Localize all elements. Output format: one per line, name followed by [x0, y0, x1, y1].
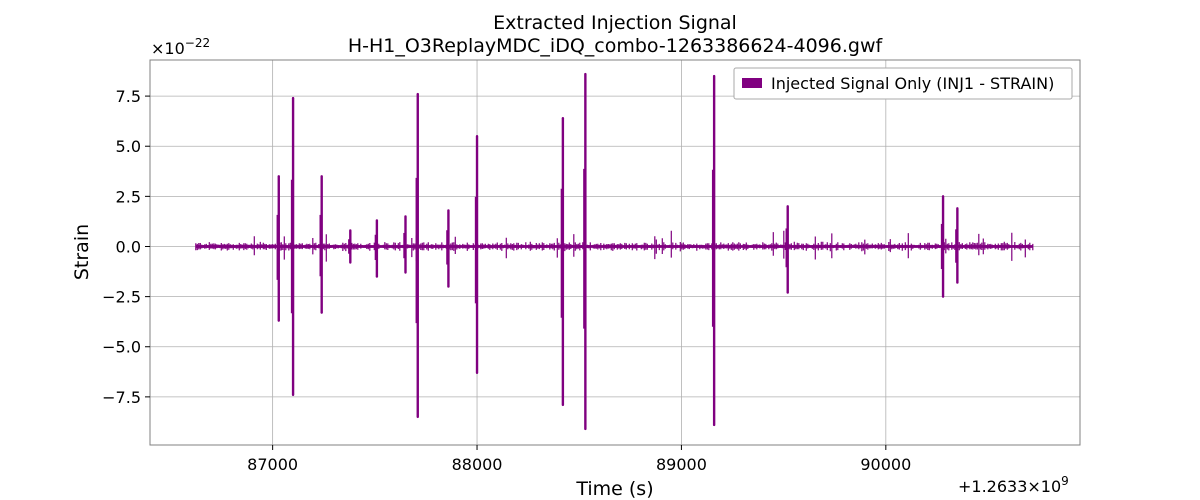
- legend-box: [733, 67, 1073, 100]
- x-tick-label: 90000: [860, 455, 911, 474]
- y-tick-label: 5.0: [116, 137, 141, 156]
- y-tick-label: 7.5: [116, 87, 141, 106]
- x-tick-label: 87000: [247, 455, 298, 474]
- legend-entry-label: Injected Signal Only (INJ1 - STRAIN): [771, 74, 1054, 93]
- x-axis-ticks: 87000 88000 89000 90000: [247, 445, 911, 474]
- plot-frame: [149, 59, 1081, 446]
- x-axis-label: Time (s): [575, 478, 653, 500]
- y-scale-base: ×10: [151, 39, 185, 58]
- y-tick-label: −5.0: [102, 338, 141, 357]
- y-tick-label: −2.5: [102, 288, 141, 307]
- signal-noise-trace: [195, 230, 1034, 262]
- plot-area: [149, 59, 1081, 446]
- y-tick-label: −7.5: [102, 388, 141, 407]
- chart-title: Extracted Injection Signal: [493, 12, 737, 34]
- y-tick-label: 0.0: [116, 237, 141, 256]
- x-offset-exponent: 9: [1061, 474, 1069, 488]
- data-series: [195, 72, 1034, 431]
- y-axis-ticks: 7.5 5.0 2.5 0.0 −2.5 −5.0 −7.5: [102, 87, 150, 407]
- plot-background: [150, 60, 1080, 445]
- x-offset-label: +1.2633×109: [958, 474, 1069, 496]
- x-offset-base: +1.2633×10: [958, 477, 1061, 496]
- y-tick-label: 2.5: [116, 187, 141, 206]
- x-tick-label: 89000: [656, 455, 707, 474]
- x-tick-label: 88000: [452, 455, 503, 474]
- legend: Injected Signal Only (INJ1 - STRAIN): [733, 67, 1073, 100]
- y-axis-label: Strain: [71, 224, 93, 280]
- chart-subtitle: H-H1_O3ReplayMDC_iDQ_combo-1263386624-40…: [348, 35, 884, 57]
- y-scale-factor: ×10−22: [151, 36, 210, 58]
- legend-swatch: [742, 78, 762, 88]
- y-scale-exponent: −22: [185, 36, 210, 50]
